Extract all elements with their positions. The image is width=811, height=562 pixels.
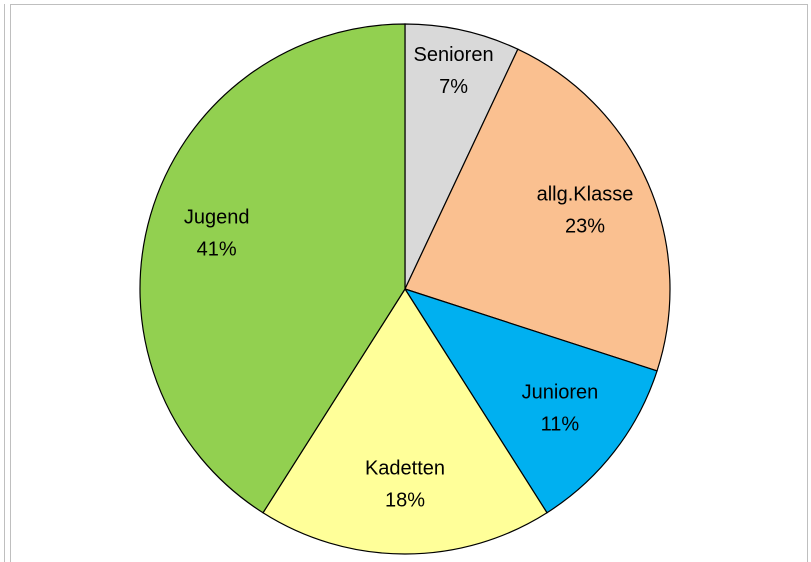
slice-label: Junioren <box>522 381 599 403</box>
slice-value-label: 7% <box>439 76 468 98</box>
pie-slice <box>404 23 519 290</box>
slice-label: allg.Klasse <box>537 183 634 205</box>
slice-value-label: 23% <box>565 215 605 237</box>
slice-value-label: 11% <box>541 413 580 435</box>
slice-label: Senioren <box>414 44 494 66</box>
slice-value-label: 18% <box>385 489 425 511</box>
chart-frame <box>10 4 808 562</box>
pie-slice <box>403 287 658 514</box>
pie-slice <box>404 48 671 372</box>
slice-value-label: 41% <box>197 239 237 261</box>
slice-label: Kadetten <box>365 457 445 479</box>
slice-label: Jugend <box>184 207 250 229</box>
pie-slice <box>262 287 548 555</box>
pie-slice <box>139 23 406 514</box>
